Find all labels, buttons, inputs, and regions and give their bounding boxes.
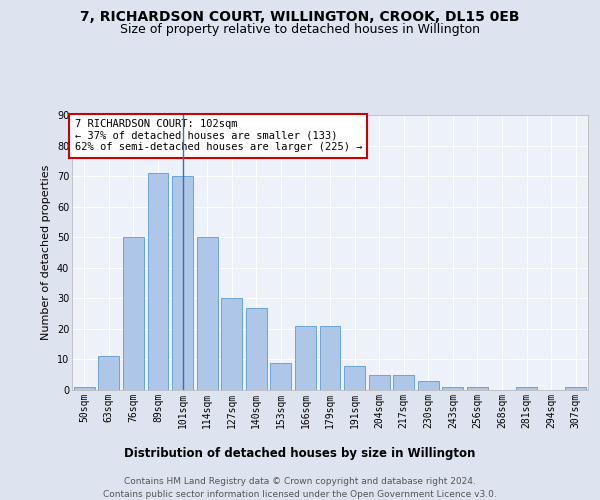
Text: 7 RICHARDSON COURT: 102sqm
← 37% of detached houses are smaller (133)
62% of sem: 7 RICHARDSON COURT: 102sqm ← 37% of deta… xyxy=(74,119,362,152)
Bar xyxy=(295,326,316,390)
Bar xyxy=(467,387,488,390)
Bar xyxy=(516,387,537,390)
Text: Size of property relative to detached houses in Willington: Size of property relative to detached ho… xyxy=(120,22,480,36)
Bar xyxy=(368,374,389,390)
Bar xyxy=(74,387,95,390)
Bar xyxy=(320,326,340,390)
Bar xyxy=(221,298,242,390)
Text: Contains HM Land Registry data © Crown copyright and database right 2024.
Contai: Contains HM Land Registry data © Crown c… xyxy=(103,478,497,499)
Bar xyxy=(393,374,414,390)
Text: Distribution of detached houses by size in Willington: Distribution of detached houses by size … xyxy=(124,448,476,460)
Bar xyxy=(246,308,267,390)
Bar xyxy=(442,387,463,390)
Bar xyxy=(172,176,193,390)
Bar xyxy=(565,387,586,390)
Bar xyxy=(123,237,144,390)
Bar xyxy=(197,237,218,390)
Text: 7, RICHARDSON COURT, WILLINGTON, CROOK, DL15 0EB: 7, RICHARDSON COURT, WILLINGTON, CROOK, … xyxy=(80,10,520,24)
Bar xyxy=(98,356,119,390)
Bar xyxy=(148,173,169,390)
Bar xyxy=(344,366,365,390)
Y-axis label: Number of detached properties: Number of detached properties xyxy=(41,165,51,340)
Bar xyxy=(271,362,292,390)
Bar xyxy=(418,381,439,390)
